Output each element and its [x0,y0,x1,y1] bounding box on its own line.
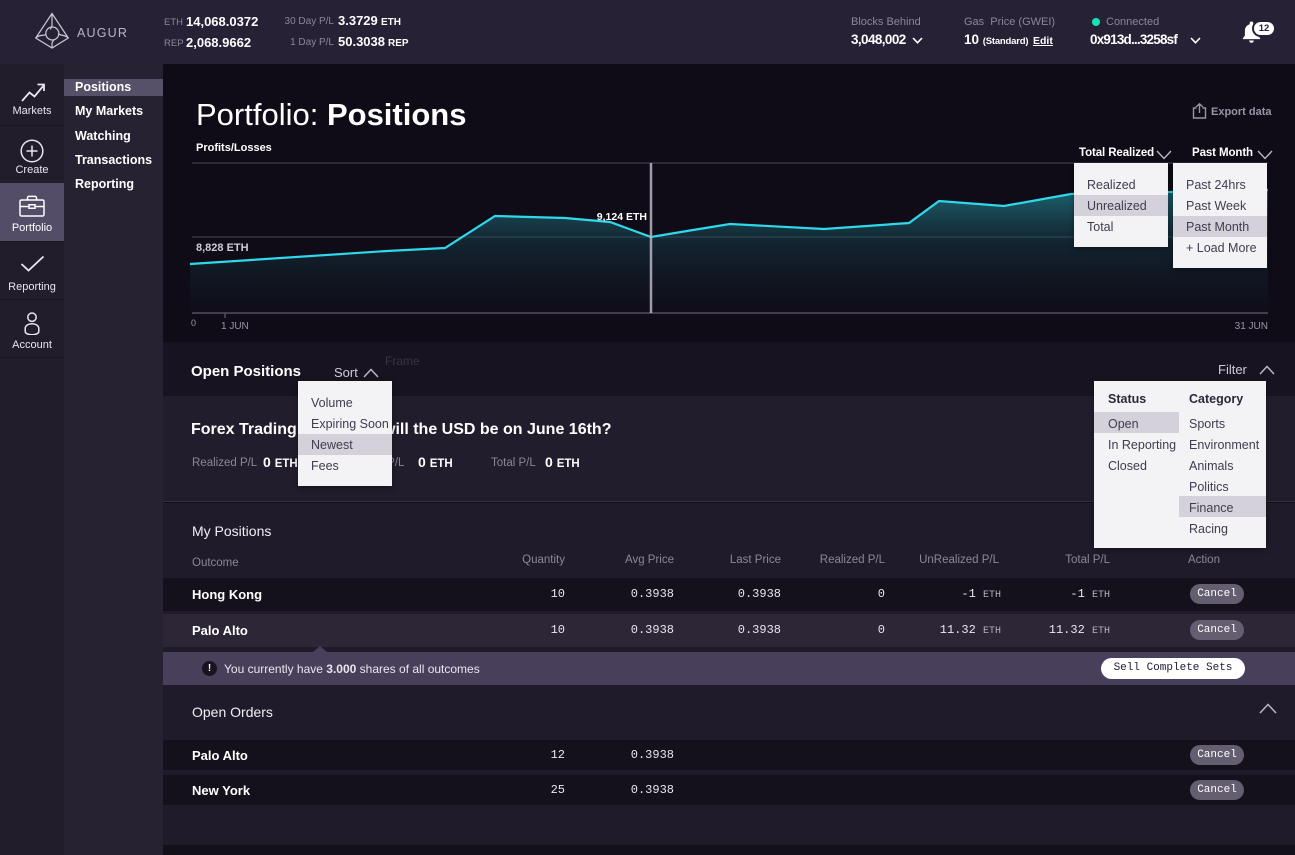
svg-text:9,124 ETH: 9,124 ETH [597,211,647,223]
svg-text:0: 0 [191,318,196,328]
svg-text:1 JUN: 1 JUN [221,321,249,332]
svg-text:31 JUN: 31 JUN [1235,321,1268,332]
svg-text:8,828 ETH: 8,828 ETH [196,242,249,254]
